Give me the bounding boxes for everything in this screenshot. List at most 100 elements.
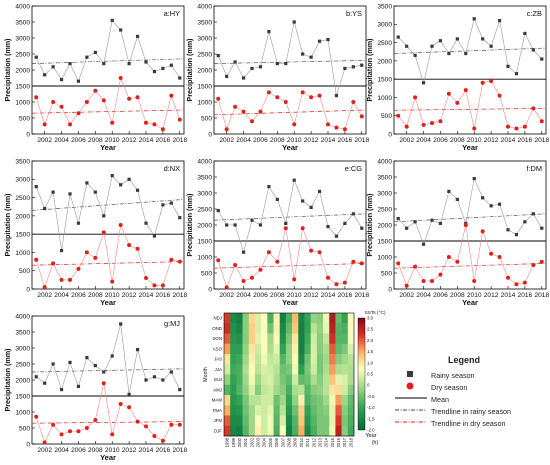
heatmap-cell (248, 313, 256, 324)
rainy-point (267, 30, 271, 34)
heatmap-panel-label: (h) (372, 440, 379, 446)
y-tick-label: 1000 (15, 409, 30, 416)
rainy-point (447, 189, 451, 193)
y-tick-label: 500 (201, 115, 212, 122)
rainy-point (523, 220, 527, 224)
y-tick-label: 2500 (15, 361, 30, 368)
y-tick-label: 3000 (15, 345, 30, 352)
heatmap-cell (267, 313, 274, 324)
plot-frame (393, 5, 547, 135)
x-tick-label: 2014 (139, 292, 154, 299)
heatmap-cell (329, 405, 336, 416)
heatmap-cell (292, 384, 299, 396)
y-tick-label: 2500 (197, 206, 212, 213)
heatmap-cell (329, 354, 336, 365)
plot-frame (213, 5, 367, 135)
dry-point (258, 267, 263, 272)
y-tick-label: 3500 (197, 174, 212, 181)
dry-point (258, 109, 263, 114)
rainy-point (43, 206, 47, 211)
rainy-point (301, 52, 305, 56)
rainy-point (161, 378, 165, 382)
dry-point (250, 119, 254, 124)
rainy-point (93, 50, 97, 54)
x-tick-label: 2006 (253, 137, 268, 144)
heatmap-cell (254, 333, 262, 345)
y-tick-label: 0 (388, 131, 392, 138)
dry-point (480, 229, 485, 234)
dry-point (84, 426, 89, 430)
heatmap-row-label: JJA (215, 367, 222, 372)
heatmap-cell (236, 323, 243, 334)
heatmap-cell (292, 374, 299, 386)
dry-point (359, 261, 364, 266)
heatmap-cell (285, 374, 293, 386)
rainy-trendline (393, 47, 547, 54)
dry-point (497, 255, 502, 259)
heatmap-cell (273, 405, 281, 416)
heatmap-cell (236, 354, 243, 365)
heatmap-cell (248, 425, 256, 437)
heatmap-cell (316, 354, 324, 365)
heatmap-row-label: FMA (213, 408, 222, 413)
rainy-point (43, 73, 47, 77)
rainy-point (343, 66, 347, 70)
heatmap-cell (273, 323, 281, 334)
heatmap-column-label: 1998 (225, 437, 230, 447)
dry-point (127, 243, 132, 248)
colorbar (357, 317, 366, 431)
x-axis-label: Year (100, 298, 116, 307)
heatmap-cell (230, 374, 237, 386)
x-tick-label: 2018 (534, 137, 549, 144)
heatmap-cell (335, 374, 342, 386)
heatmap-cell (230, 384, 237, 396)
heatmap-cell (236, 405, 243, 416)
y-tick-label: 4000 (15, 313, 30, 320)
x-tick-label: 2010 (105, 137, 120, 144)
rainy-point (76, 79, 81, 83)
dry-point (438, 272, 443, 277)
heatmap-cell (329, 395, 336, 406)
heatmap-cell (304, 425, 311, 437)
x-tick-label: 2012 (304, 137, 319, 144)
heatmap-cell (285, 415, 293, 427)
x-tick-label: 2012 (122, 292, 137, 299)
y-tick-label: 4000 (197, 3, 212, 10)
heatmap-cell (267, 405, 274, 416)
y-tick-label: 1500 (197, 83, 212, 90)
rainy-point (225, 74, 229, 78)
y-tick-label: 3000 (197, 190, 212, 197)
heatmap-cell (316, 425, 324, 437)
x-tick-label: 2004 (54, 137, 69, 144)
plot-frame (213, 160, 367, 290)
rainy-point (472, 17, 476, 21)
dry-point (160, 438, 165, 443)
heatmap-cell (279, 405, 287, 416)
heatmap-cell (285, 354, 293, 365)
dry-trendline (213, 109, 367, 116)
x-axis-label: Year (462, 298, 478, 307)
heatmap-row-label: JAS (214, 357, 222, 362)
heatmap-cell (323, 425, 330, 437)
dry-point (292, 122, 297, 127)
rainy-point (119, 322, 123, 326)
heatmap-cell (329, 313, 336, 324)
heatmap-cell (347, 333, 355, 345)
rainy-point (334, 234, 339, 238)
dry-point (359, 114, 364, 119)
heatmap-cell (310, 374, 318, 386)
rainy-point (250, 66, 254, 70)
dry-point (118, 402, 123, 406)
colorbar-tick-label: 0 (367, 383, 370, 388)
heatmap-column-label: 2018 (348, 437, 353, 447)
dry-point (472, 279, 477, 283)
heatmap-row-label: AMJ (213, 387, 222, 392)
dry-point (59, 104, 64, 109)
dry-point (118, 223, 123, 227)
dry-point (216, 96, 221, 101)
y-tick-label: 3500 (377, 3, 392, 10)
rainy-point (144, 60, 148, 64)
dry-trendline (213, 263, 367, 269)
rainy-point (51, 190, 55, 194)
rainy-series-line (397, 177, 543, 246)
